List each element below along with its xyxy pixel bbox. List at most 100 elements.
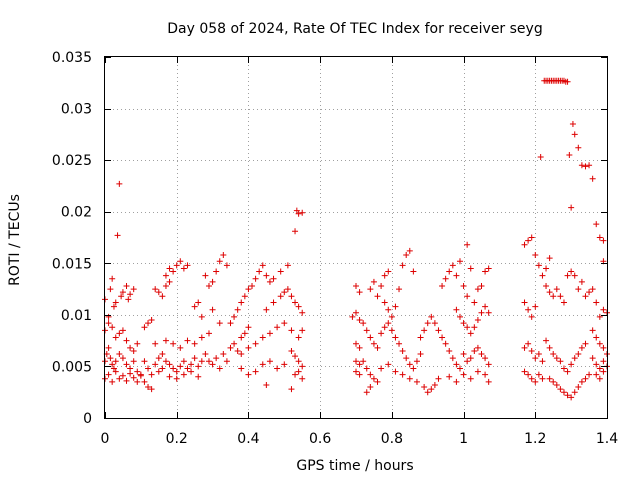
data-point [353,340,359,347]
data-point [571,355,578,362]
data-point [205,358,212,365]
y-tick-label: 0.01 [61,308,92,324]
data-point [521,344,528,351]
data-point [295,303,302,310]
data-point [123,377,130,384]
data-point [593,299,600,306]
data-point [116,180,123,187]
data-point [116,330,123,337]
data-point [105,344,112,351]
data-point [370,278,377,285]
data-point [439,282,446,289]
data-point [482,371,489,378]
data-point [367,286,374,293]
data-point [245,344,252,351]
data-point [460,320,467,327]
data-point [482,268,489,275]
data-point [370,340,377,347]
data-point [159,293,166,300]
data-point [582,340,589,347]
data-point [259,334,266,341]
data-point [385,361,392,368]
data-point [464,324,471,331]
data-point [119,355,126,362]
data-point [195,363,202,370]
data-point [159,365,166,372]
y-tick-label: 0.02 [61,205,92,221]
data-point [410,365,417,372]
data-point [546,375,553,382]
data-point [600,358,607,365]
data-point [223,262,230,269]
data-point [295,368,302,375]
data-point [406,247,413,254]
data-point [485,378,492,385]
data-point [370,375,377,382]
data-point [266,330,273,337]
data-point [130,374,137,381]
data-point [582,375,589,382]
data-point [173,262,180,269]
data-point [299,375,306,382]
data-point [231,340,238,347]
data-point [456,365,463,372]
data-point [166,265,173,272]
data-point [543,337,550,344]
data-point [277,268,284,275]
data-point [575,384,582,391]
x-axis-label: GPS time / hours [296,458,413,474]
data-point [392,334,399,341]
data-point [123,282,130,289]
data-point [478,282,485,289]
data-point [360,320,367,327]
data-point [292,353,299,360]
data-point [582,293,589,300]
data-point [245,286,252,293]
data-point [410,268,417,275]
data-point [550,293,557,300]
data-point [586,162,593,169]
data-point [543,265,550,272]
data-point [521,368,528,375]
data-point [435,375,442,382]
data-point [446,347,453,354]
data-point [453,272,460,279]
data-point [431,320,438,327]
data-point [356,344,363,351]
data-point [238,334,245,341]
data-point [112,358,119,365]
data-point [596,340,603,347]
data-point [596,375,603,382]
data-point [159,351,166,358]
data-point [435,327,442,334]
data-point [381,324,388,331]
data-point [184,365,191,372]
data-point [363,327,370,334]
data-point [191,340,198,347]
data-point [553,381,560,388]
data-point [155,368,162,375]
data-point [431,381,438,388]
data-point [114,232,121,239]
data-point [367,334,374,341]
data-point [553,286,560,293]
y-tick-label: 0.03 [61,102,92,118]
data-point [456,313,463,320]
data-point [216,365,223,372]
data-point [521,299,528,306]
data-point [417,334,424,341]
data-point [252,340,259,347]
data-point [188,361,195,368]
data-point [112,334,119,341]
data-point [453,378,460,385]
data-point [571,272,578,279]
data-point [209,306,216,313]
data-point [241,330,248,337]
data-point [170,365,177,372]
data-point [449,355,456,362]
data-point [378,365,385,372]
data-point [259,262,266,269]
data-point [238,365,245,372]
data-point [356,361,363,368]
data-point [288,293,295,300]
